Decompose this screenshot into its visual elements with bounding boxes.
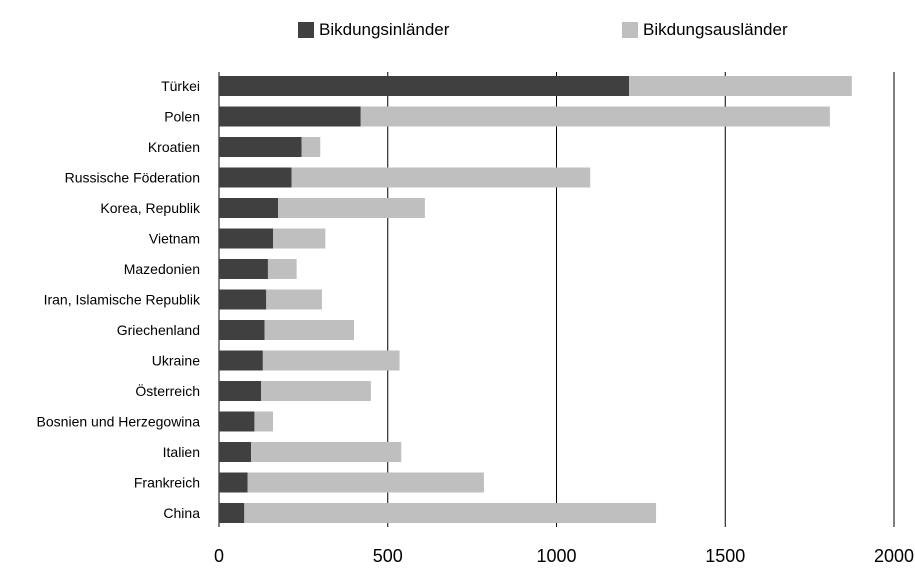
bar-segment-inlaender — [219, 320, 265, 340]
x-tick-label: 1000 — [536, 546, 576, 566]
legend-swatch — [622, 22, 638, 38]
category-label: Ukraine — [152, 353, 200, 369]
bar-segment-inlaender — [219, 472, 248, 493]
category-label: Kroatien — [148, 139, 200, 155]
bar-segment-inlaender — [219, 289, 267, 310]
category-label: Türkei — [161, 78, 200, 94]
category-label: Russische Föderation — [65, 170, 200, 186]
category-label: Mazedonien — [124, 261, 200, 277]
category-label: Vietnam — [149, 231, 200, 247]
category-label: Bosnien und Herzegowina — [37, 414, 201, 430]
x-tick-label: 500 — [373, 546, 403, 566]
bar-segment-inlaender — [219, 198, 279, 218]
bar-segment-auslaender — [629, 76, 852, 96]
category-label: Italien — [163, 444, 200, 460]
bar-segment-inlaender — [219, 442, 252, 462]
legend-label: Bikdungsinländer — [319, 20, 450, 39]
bar-segment-auslaender — [278, 198, 425, 218]
category-label: Polen — [164, 109, 200, 125]
bar-segment-auslaender — [267, 259, 297, 279]
bar-segment-auslaender — [251, 442, 402, 462]
bars — [219, 76, 852, 523]
bar-segment-inlaender — [219, 137, 302, 157]
legend: Bikdungsinländer Bikdungsausländer — [298, 20, 788, 39]
category-label: China — [163, 505, 200, 521]
bar-segment-auslaender — [273, 228, 326, 249]
bar-segment-auslaender — [360, 106, 830, 127]
bar-segment-auslaender — [291, 167, 591, 188]
bar-segment-auslaender — [264, 320, 354, 340]
bar-segment-auslaender — [266, 289, 322, 310]
x-tick-labels: 0 500 1000 1500 2000 — [214, 546, 914, 566]
bar-segment-inlaender — [219, 259, 268, 279]
category-label: Korea, Republik — [100, 200, 201, 216]
x-tick-label: 0 — [214, 546, 224, 566]
bar-segment-auslaender — [244, 503, 657, 523]
bar-segment-inlaender — [219, 167, 292, 188]
bar-segment-auslaender — [301, 137, 321, 157]
legend-swatch — [298, 22, 314, 38]
category-labels: Türkei Polen Kroatien Russische Föderation K… — [37, 78, 201, 521]
bar-segment-auslaender — [247, 472, 484, 493]
bar-segment-inlaender — [219, 411, 255, 432]
x-tick-label: 1500 — [705, 546, 745, 566]
x-tick-label: 2000 — [874, 546, 914, 566]
bar-segment-inlaender — [219, 228, 273, 249]
bar-segment-inlaender — [219, 350, 263, 371]
category-label: Frankreich — [134, 475, 200, 491]
bar-segment-inlaender — [219, 381, 262, 401]
category-label: Österreich — [135, 382, 200, 399]
bar-segment-auslaender — [254, 411, 273, 432]
category-label: Griechenland — [117, 322, 200, 338]
bar-segment-inlaender — [219, 503, 245, 523]
bar-segment-auslaender — [261, 381, 371, 401]
category-label: Iran, Islamische Republik — [44, 292, 201, 308]
legend-label: Bikdungsausländer — [643, 20, 788, 39]
bar-segment-auslaender — [262, 350, 400, 371]
bar-segment-inlaender — [219, 106, 361, 127]
bar-segment-inlaender — [219, 76, 630, 96]
